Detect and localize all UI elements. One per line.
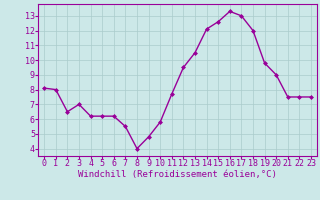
X-axis label: Windchill (Refroidissement éolien,°C): Windchill (Refroidissement éolien,°C) [78,170,277,179]
